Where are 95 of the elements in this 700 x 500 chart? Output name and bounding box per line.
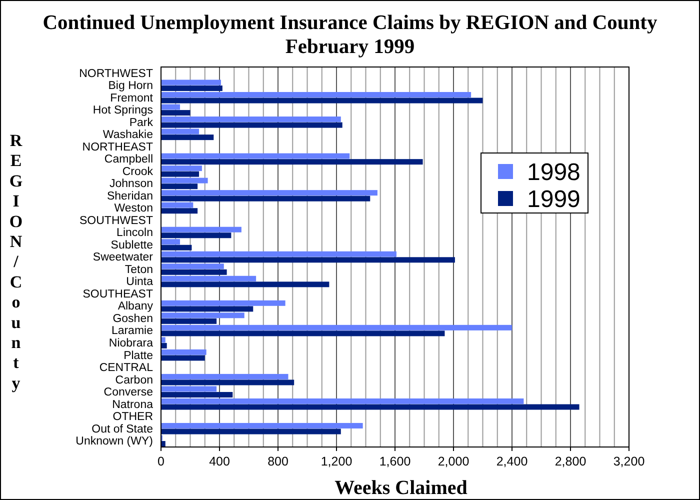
- y-tick-label: Teton: [124, 264, 153, 276]
- bar: [161, 184, 198, 190]
- bar: [161, 171, 200, 177]
- bar: [161, 80, 221, 86]
- bar: [161, 166, 202, 172]
- bar: [161, 306, 254, 312]
- bar: [161, 251, 396, 257]
- bar: [161, 178, 208, 184]
- y-tick-label: Hot Springs: [92, 104, 154, 117]
- bar: [161, 226, 242, 232]
- y-tick-label: Albany: [118, 300, 154, 313]
- bar: [161, 98, 483, 104]
- x-tick-label: 1,600: [379, 454, 411, 468]
- bar: [161, 190, 378, 196]
- y-tick-label: NORTHWEST: [79, 68, 153, 80]
- y-tick-label: Goshen: [112, 312, 153, 325]
- y-tick-label: Natrona: [112, 398, 154, 411]
- y-tick-label: Converse: [104, 386, 153, 399]
- bar: [161, 239, 180, 245]
- bar: [161, 312, 244, 318]
- y-tick-label: Niobrara: [108, 337, 154, 350]
- bar: [161, 92, 472, 98]
- bar: [161, 355, 205, 361]
- x-axis-title: Weeks Claimed: [334, 477, 468, 499]
- bar: [161, 392, 233, 398]
- bar: [161, 110, 190, 116]
- x-tick-label: 400: [209, 454, 230, 468]
- y-tick-label: SOUTHEAST: [82, 288, 153, 300]
- bar: [161, 264, 224, 270]
- y-tick-label: NORTHEAST: [82, 141, 153, 154]
- bar: [161, 422, 363, 428]
- bar: [161, 330, 445, 336]
- y-tick-label: Unknown (WY): [76, 436, 154, 448]
- bar: [161, 428, 341, 434]
- bar: [161, 337, 166, 343]
- bar: [161, 196, 370, 202]
- y-tick-label: Lincoln: [116, 227, 153, 240]
- legend-label: 1999: [527, 186, 580, 213]
- bar: [161, 324, 512, 330]
- y-tick-label: Sweetwater: [92, 252, 154, 264]
- chart-title: Continued Unemployment Insurance Claims by REGION and County: [42, 12, 658, 34]
- x-tick-label: 0: [158, 454, 165, 468]
- bar: [161, 208, 198, 214]
- x-tick-label: 2,000: [438, 454, 470, 468]
- bar: [161, 374, 288, 380]
- y-tick-label: Campbell: [104, 154, 153, 166]
- y-tick-label: Fremont: [110, 92, 154, 104]
- x-tick-label: 800: [268, 454, 288, 468]
- bar: [161, 398, 524, 404]
- y-tick-label: Out of State: [92, 423, 153, 436]
- y-tick-label: Sheridan: [106, 190, 153, 202]
- bar: [161, 122, 342, 128]
- y-tick-label: Weston: [114, 202, 153, 215]
- x-tick-label: 2,800: [554, 454, 586, 468]
- bar: [161, 159, 423, 165]
- chart-subtitle: February 1999: [285, 36, 415, 58]
- bar: [161, 342, 167, 348]
- bar: [161, 282, 330, 288]
- y-tick-label: Washakie: [102, 129, 153, 142]
- bar: [161, 349, 206, 355]
- y-tick-label: Laramie: [111, 325, 153, 338]
- legend-label: 1998: [527, 159, 580, 186]
- bar: [161, 134, 214, 140]
- bar: [161, 153, 350, 159]
- text: REGION/County: [9, 131, 23, 392]
- y-tick-label: Sublette: [110, 239, 153, 252]
- bar: [161, 116, 341, 122]
- y-tick-label: Carbon: [115, 374, 153, 386]
- y-tick-label: Crook: [122, 166, 154, 178]
- bar: [161, 232, 232, 238]
- bar: [161, 269, 227, 275]
- bar: [161, 404, 580, 410]
- x-tick-label: 1,200: [320, 454, 352, 468]
- bar: [161, 86, 222, 92]
- bar: [161, 386, 217, 392]
- y-tick-label: Platte: [124, 350, 153, 362]
- y-tick-label: Uinta: [126, 276, 154, 288]
- bar: [161, 202, 194, 208]
- bar: [161, 380, 294, 386]
- bar: [161, 244, 192, 250]
- y-tick-label: Big Horn: [108, 80, 153, 92]
- bar: [161, 257, 455, 263]
- bar: [161, 128, 200, 134]
- y-tick-label: Park: [129, 116, 154, 129]
- y-tick-label: SOUTHWEST: [80, 214, 153, 227]
- x-tick-label: 2,400: [496, 454, 528, 468]
- y-tick-label: CENTRAL: [99, 362, 154, 374]
- bar: [161, 300, 286, 306]
- bar: [161, 318, 217, 324]
- x-tick-label: 3,200: [613, 454, 645, 468]
- y-tick-label: Johnson: [110, 178, 153, 190]
- bar: [161, 441, 166, 447]
- bar: [161, 276, 256, 282]
- y-tick-label: OTHER: [112, 411, 153, 424]
- bar: [161, 104, 180, 110]
